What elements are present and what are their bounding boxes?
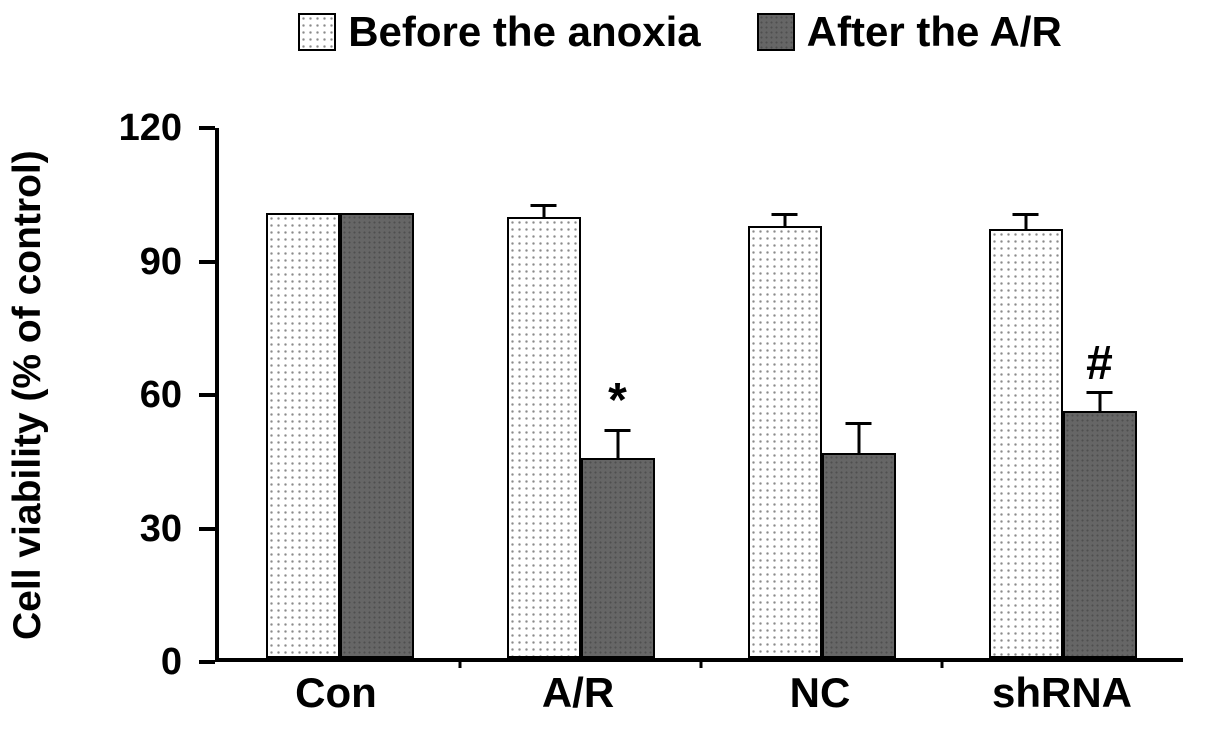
bar-group-a-r: * <box>460 128 701 658</box>
before-bar <box>747 212 822 658</box>
error-bar <box>1086 390 1113 414</box>
error-bar-cap <box>771 212 798 216</box>
y-tick-mark <box>199 393 215 397</box>
error-bar-cap <box>1086 390 1113 394</box>
x-axis-tick-mark <box>458 658 462 668</box>
dark-swatch-icon <box>756 13 795 51</box>
legend-item-after: After the A/R <box>756 8 1062 56</box>
y-axis-tick-marks <box>199 126 215 664</box>
y-tick-mark <box>199 259 215 264</box>
legend-item-before: Before the anoxia <box>298 8 701 56</box>
after-bar: # <box>1062 339 1137 658</box>
before-bar <box>988 212 1063 658</box>
y-tick-mark <box>199 526 215 531</box>
before-bar <box>506 203 581 658</box>
error-bar <box>1012 212 1039 231</box>
y-tick-label: 30 <box>139 507 182 550</box>
y-tick-label: 120 <box>118 107 182 149</box>
error-bar <box>771 212 798 229</box>
plot-area: * # <box>215 128 1183 668</box>
y-tick-label: 60 <box>139 374 182 416</box>
error-bar-cap <box>1012 212 1039 216</box>
before-bar <box>265 213 340 658</box>
bar-group-nc <box>701 128 942 658</box>
after-bar <box>339 213 414 658</box>
error-bar-cap <box>530 203 557 207</box>
x-axis-tick-mark <box>699 658 703 668</box>
bar-group-con <box>219 128 460 658</box>
dotted-swatch-icon <box>298 13 337 51</box>
after-bar <box>821 421 896 658</box>
y-tick-label: 90 <box>139 240 182 283</box>
x-tick-label: Con <box>295 669 377 716</box>
error-bar-cap <box>604 428 631 432</box>
x-tick-label: shRNA <box>991 669 1132 716</box>
significance-marker: # <box>1086 336 1113 390</box>
legend-label-after: After the A/R <box>806 8 1062 55</box>
x-axis-category-labels: Con A/R NC shRNA <box>215 669 1183 716</box>
error-bar-cap <box>845 421 872 425</box>
x-axis-tick-mark <box>940 658 944 668</box>
x-tick-label: NC <box>789 669 851 716</box>
after-bar: * <box>580 377 655 658</box>
bar-group-shrna: # <box>942 128 1183 658</box>
y-tick-mark <box>199 126 215 130</box>
significance-marker: * <box>608 374 627 428</box>
legend-label-before: Before the anoxia <box>348 8 701 55</box>
y-axis-title: Cell viability (% of control) <box>6 150 49 640</box>
y-tick-label: 0 <box>160 641 182 683</box>
error-bar <box>845 421 872 456</box>
x-tick-label: A/R <box>541 669 615 716</box>
chart-legend: Before the anoxia After the A/R <box>200 8 1160 56</box>
error-bar <box>604 428 631 460</box>
y-axis-tick-labels: 0 30 60 90 120 <box>90 109 190 681</box>
error-bar <box>530 203 557 220</box>
y-tick-mark <box>199 660 215 664</box>
